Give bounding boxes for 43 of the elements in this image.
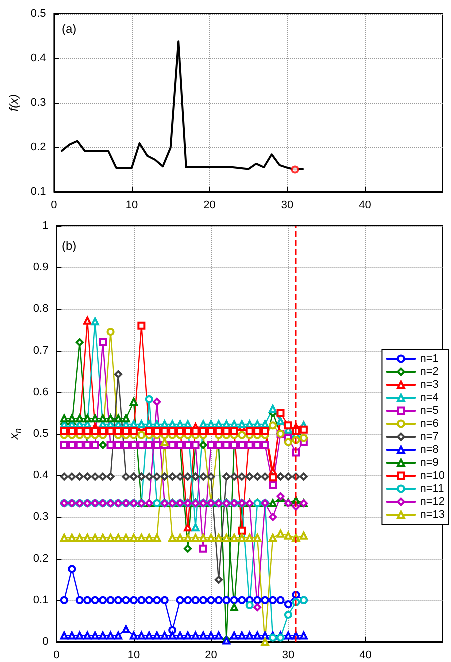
legend-label: n=9 [420, 457, 439, 469]
y-tick-label: 0 [42, 636, 49, 648]
legend-label: n=4 [420, 392, 439, 404]
legend-label: n=5 [420, 405, 439, 417]
x-tick-label: 20 [205, 650, 218, 662]
y-tick-label: 0.5 [33, 428, 49, 440]
y-tick-label: 0.6 [33, 386, 49, 398]
x-tick-label: 0 [54, 650, 60, 662]
y-tick-label: 0.1 [33, 594, 49, 606]
annotation: (a) [62, 22, 77, 36]
y-tick-label: 0.8 [33, 303, 49, 316]
legend-label: n=8 [420, 444, 439, 456]
y-tick-label: 0.1 [30, 186, 46, 198]
y-tick-label: 0.3 [30, 97, 46, 109]
legend-label: n=3 [420, 379, 439, 391]
legend-label: n=11 [420, 483, 444, 495]
y-tick-label: 0.5 [30, 8, 46, 20]
x-tick-label: 0 [51, 200, 58, 212]
y-tick-label: 0.2 [33, 552, 49, 565]
y-tick-label: 0.4 [30, 52, 46, 64]
legend-label: n=2 [420, 366, 439, 378]
legend-label: n=13 [420, 509, 446, 521]
y-tick-label: 1 [42, 220, 49, 232]
x-tick-label: 30 [281, 200, 294, 212]
x-tick-label: 10 [126, 200, 138, 212]
legend-label: n=6 [420, 418, 439, 430]
x-tick-label: 30 [282, 650, 295, 662]
y-tick-label: 0.2 [30, 142, 46, 154]
x-tick-label: 20 [204, 200, 216, 212]
y-tick-label: 0.9 [33, 262, 49, 274]
legend-label: n=10 [420, 470, 446, 482]
annotation: (b) [62, 239, 77, 253]
y-tick-label: 0.3 [33, 511, 49, 524]
y-axis-title: f(x) [7, 94, 21, 112]
x-tick-label: 40 [359, 200, 372, 212]
y-tick-label: 0.4 [33, 470, 49, 482]
legend-label: n=7 [420, 431, 439, 443]
y-tick-label: 0.7 [33, 344, 49, 357]
legend-label: n=1 [420, 353, 439, 365]
x-tick-label: 10 [128, 650, 140, 662]
legend-label: n=12 [420, 496, 446, 508]
y-axis-title: xn [7, 428, 23, 441]
x-tick-label: 40 [360, 650, 372, 662]
